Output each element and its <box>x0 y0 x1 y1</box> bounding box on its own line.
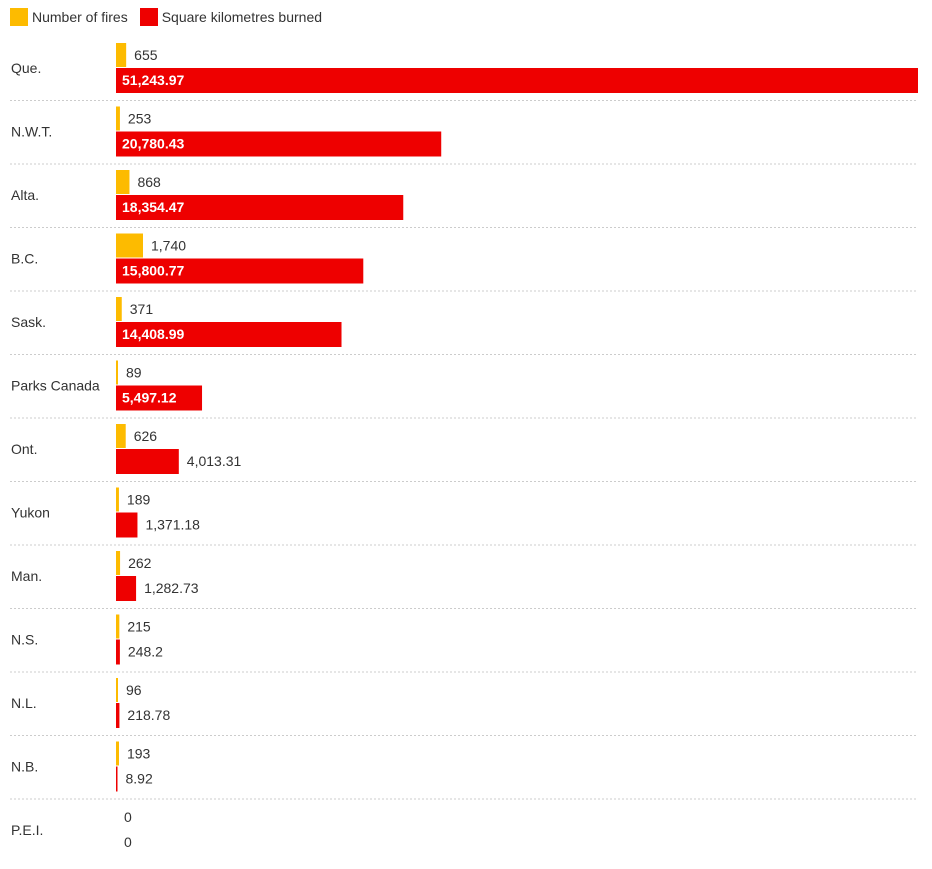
data-label-fires-ont: 626 <box>134 428 158 444</box>
category-label-parks-canada: Parks Canada <box>11 378 100 394</box>
data-label-area-yukon: 1,371.18 <box>145 517 200 533</box>
category-label-que: Que. <box>11 60 41 76</box>
bar-area-n-s <box>116 639 120 665</box>
bar-fires-parks-canada <box>116 360 118 385</box>
data-label-fires-yukon: 189 <box>127 492 151 508</box>
data-label-area-que: 51,243.97 <box>122 72 184 88</box>
bar-area-alta <box>116 195 404 220</box>
chart-legend: Number of fires Square kilometres burned <box>10 7 334 27</box>
bar-fires-alta <box>116 170 130 194</box>
bar-area-parks-canada <box>116 385 203 411</box>
bar-fires-man <box>116 551 121 575</box>
data-label-area-p-e-i: 0 <box>124 834 132 850</box>
bar-fires-n-b <box>116 741 119 766</box>
category-label-sask: Sask. <box>11 314 46 330</box>
bar-fires-que <box>116 43 127 67</box>
bar-area-n-w-t <box>116 131 442 157</box>
data-label-fires-sask: 371 <box>130 301 154 317</box>
bar-area-sask <box>116 322 342 347</box>
category-label-n-w-t: N.W.T. <box>11 124 52 140</box>
category-label-b-c: B.C. <box>11 251 38 267</box>
bar-area-n-b <box>116 766 118 792</box>
data-label-fires-man: 262 <box>128 555 152 571</box>
bar-fires-n-w-t <box>116 106 120 131</box>
bar-fires-n-l <box>116 678 118 702</box>
legend-item-number-of-fires[interactable]: Number of fires <box>10 8 128 26</box>
legend-label-square-kilometres-burned: Square kilometres burned <box>161 9 323 25</box>
bar-area-n-l <box>116 703 120 728</box>
data-label-area-b-c: 15,800.77 <box>122 263 184 279</box>
data-label-fires-alta: 868 <box>137 174 161 190</box>
data-label-area-n-s: 248.2 <box>128 644 163 660</box>
bar-fires-b-c <box>116 233 143 258</box>
category-label-ont: Ont. <box>11 441 37 457</box>
bar-fires-ont <box>116 424 126 448</box>
data-label-fires-que: 655 <box>134 47 158 63</box>
data-label-area-parks-canada: 5,497.12 <box>122 390 177 406</box>
category-label-man: Man. <box>11 568 42 584</box>
data-label-fires-parks-canada: 89 <box>126 365 142 381</box>
data-label-fires-p-e-i: 0 <box>124 809 132 825</box>
data-label-fires-n-s: 215 <box>127 619 151 635</box>
legend-label-number-of-fires: Number of fires <box>32 9 128 25</box>
legend-swatch-number-of-fires <box>10 8 28 26</box>
data-label-area-alta: 18,354.47 <box>122 199 184 215</box>
category-label-n-s: N.S. <box>11 632 38 648</box>
bar-area-man <box>116 576 137 601</box>
legend-swatch-square-kilometres-burned <box>139 8 158 26</box>
data-label-area-n-w-t: 20,780.43 <box>122 136 184 152</box>
bar-area-ont <box>116 449 179 474</box>
legend-item-square-kilometres-burned[interactable]: Square kilometres burned <box>139 8 323 26</box>
data-label-area-n-b: 8.92 <box>126 771 153 787</box>
data-label-area-sask: 14,408.99 <box>122 326 184 342</box>
data-label-area-man: 1,282.73 <box>144 580 199 596</box>
bar-fires-n-s <box>116 614 120 639</box>
category-label-p-e-i: P.E.I. <box>11 822 43 838</box>
data-label-area-ont: 4,013.31 <box>187 453 242 469</box>
data-label-fires-n-b: 193 <box>127 746 151 762</box>
bar-area-b-c <box>116 258 364 284</box>
bar-fires-yukon <box>116 487 119 512</box>
data-label-fires-n-w-t: 253 <box>128 111 152 127</box>
bar-area-yukon <box>116 512 138 538</box>
data-label-area-n-l: 218.78 <box>127 707 170 723</box>
bar-area-que <box>116 68 918 93</box>
category-label-alta: Alta. <box>11 187 39 203</box>
data-label-fires-b-c: 1,740 <box>151 238 186 254</box>
data-label-fires-n-l: 96 <box>126 682 142 698</box>
category-label-n-b: N.B. <box>11 759 38 775</box>
bar-fires-sask <box>116 297 122 321</box>
category-label-n-l: N.L. <box>11 695 37 711</box>
category-label-yukon: Yukon <box>11 505 50 521</box>
